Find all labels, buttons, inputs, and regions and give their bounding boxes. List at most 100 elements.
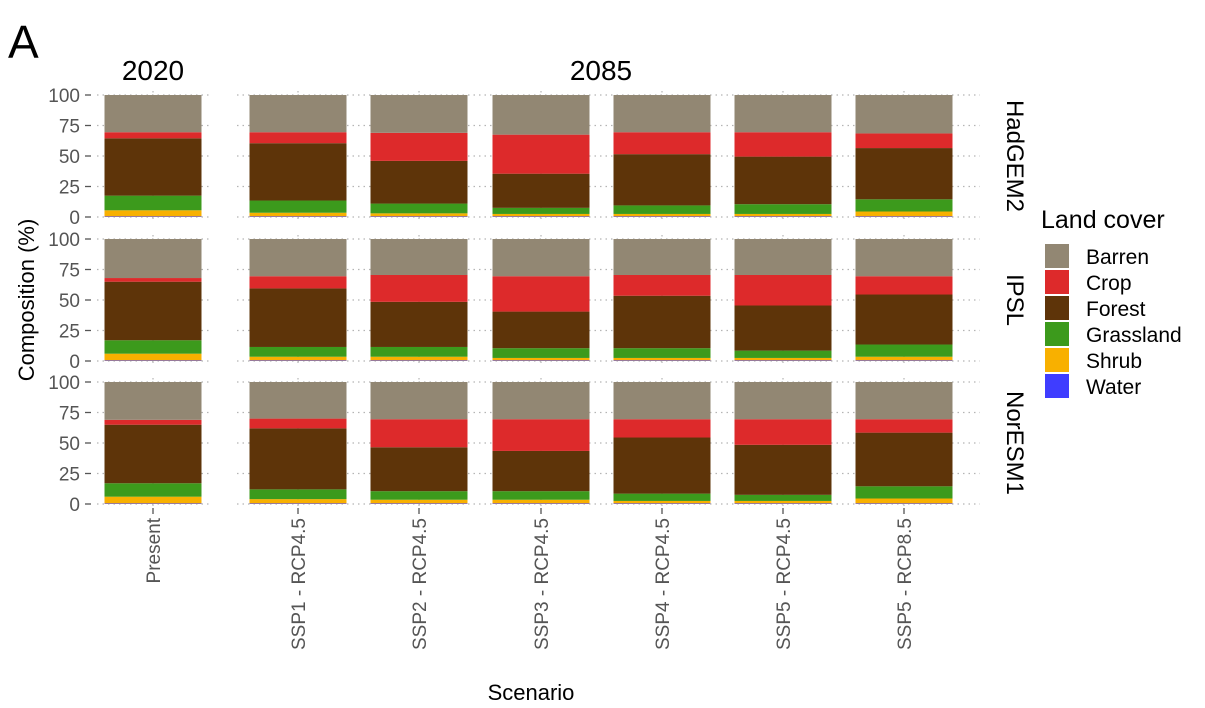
bar-segment-barren [734, 95, 832, 133]
bar-segment-grassland [104, 195, 202, 211]
bar-segment-shrub [492, 499, 590, 504]
bar-segment-crop [492, 276, 590, 312]
bar-segment-shrub [249, 212, 347, 217]
bar-segment-water [734, 360, 832, 361]
bar-segment-grassland [855, 344, 953, 357]
bar-segment-grassland [249, 346, 347, 357]
bar-segment-forest [734, 156, 832, 205]
bar-segment-forest [370, 447, 468, 492]
bar-segment-grassland [855, 199, 953, 212]
bar-segment-water [734, 503, 832, 504]
bar-segment-water [855, 360, 953, 361]
bar-segment-water [613, 503, 711, 504]
facet-row-label: NorESM1 [1001, 391, 1028, 495]
bar-segment-shrub [492, 213, 590, 217]
bar-segment-barren [855, 239, 953, 277]
bar-segment-water [613, 360, 711, 361]
bar-segment-barren [492, 382, 590, 420]
bar-segment-barren [855, 95, 953, 134]
x-tick-label: SSP2 - RCP4.5 [410, 518, 431, 650]
bar-segment-grassland [370, 346, 468, 357]
bar-segment-shrub [104, 496, 202, 504]
bar-segment-crop [613, 274, 711, 296]
y-tick-label: 50 [59, 147, 80, 168]
legend-label: Water [1086, 376, 1141, 399]
x-axis-title: Scenario [488, 680, 575, 705]
bar-segment-forest [249, 143, 347, 201]
bar-segment-water [370, 216, 468, 217]
bar-segment-barren [370, 239, 468, 275]
y-tick-label: 100 [48, 86, 80, 107]
bar-segment-grassland [492, 348, 590, 358]
legend-title: Land cover [1041, 206, 1165, 234]
bar-segment-grassland [492, 207, 590, 214]
y-tick-label: 25 [59, 178, 80, 199]
bar-segment-crop [370, 274, 468, 302]
bar-segment-shrub [734, 500, 832, 504]
bar-segment-grassland [104, 483, 202, 497]
bar-segment-shrub [855, 356, 953, 361]
bar-segment-crop [370, 419, 468, 448]
bar-segment-forest [855, 432, 953, 487]
bar-segment-forest [249, 428, 347, 490]
bar-segment-grassland [734, 494, 832, 501]
legend-swatch [1045, 296, 1069, 320]
bar-segment-crop [855, 276, 953, 295]
legend-swatch [1045, 374, 1069, 398]
bar-segment-shrub [492, 357, 590, 361]
bar-segment-forest [104, 424, 202, 484]
y-tick-label: 75 [59, 404, 80, 425]
facet-column-label: 2085 [570, 55, 632, 86]
bar-segment-grassland [613, 348, 711, 358]
legend-swatch [1045, 270, 1069, 294]
bar-segment-shrub [734, 357, 832, 361]
bar-segment-shrub [104, 210, 202, 217]
bar-segment-shrub [613, 357, 711, 361]
bar-segment-shrub [249, 499, 347, 504]
bar-segment-water [104, 216, 202, 217]
y-tick-label: 0 [69, 352, 80, 373]
bar-segment-water [613, 216, 711, 217]
bar-segment-grassland [855, 486, 953, 499]
bar-segment-barren [249, 95, 347, 133]
bar-segment-crop [104, 419, 202, 425]
bar-segment-crop [249, 418, 347, 429]
bar-segment-barren [613, 95, 711, 133]
bar-segment-forest [492, 450, 590, 492]
bar-segment-water [104, 360, 202, 361]
legend-label: Grassland [1086, 324, 1182, 347]
bar-segment-forest [613, 437, 711, 494]
bar-segment-barren [104, 382, 202, 420]
bar-segment-barren [613, 382, 711, 420]
legend-swatch [1045, 348, 1069, 372]
bar-segment-barren [370, 382, 468, 420]
bar-segment-forest [104, 138, 202, 196]
legend-swatch [1045, 322, 1069, 346]
bar-segment-forest [104, 281, 202, 341]
y-axis-title: Composition (%) [14, 219, 39, 382]
facet-column-label: 2020 [122, 55, 184, 86]
bar-segment-forest [734, 305, 832, 351]
legend-label: Crop [1086, 272, 1132, 295]
bar-segment-barren [370, 95, 468, 133]
bar-segment-crop [492, 134, 590, 174]
bar-segment-crop [855, 419, 953, 433]
bar-segment-forest [734, 444, 832, 495]
bar-segment-forest [370, 301, 468, 347]
y-tick-label: 75 [59, 117, 80, 138]
bar-segment-water [249, 503, 347, 504]
x-tick-label: SSP3 - RCP4.5 [532, 518, 553, 650]
panel-tag: A [8, 16, 39, 68]
bar-segment-forest [613, 154, 711, 206]
bar-segment-barren [734, 382, 832, 420]
y-tick-label: 50 [59, 434, 80, 455]
bar-segment-forest [613, 295, 711, 349]
bar-segment-shrub [370, 499, 468, 504]
bar-segment-shrub [370, 213, 468, 217]
bar-segment-water [492, 216, 590, 217]
bar-segment-shrub [249, 356, 347, 361]
bar-segment-barren [249, 239, 347, 277]
plot-area: 2020 2085 0 25 50 75 100 HadGEM2 0 25 50 75 100 IPSL 0… [14, 55, 1028, 705]
bar-segment-water [249, 216, 347, 217]
